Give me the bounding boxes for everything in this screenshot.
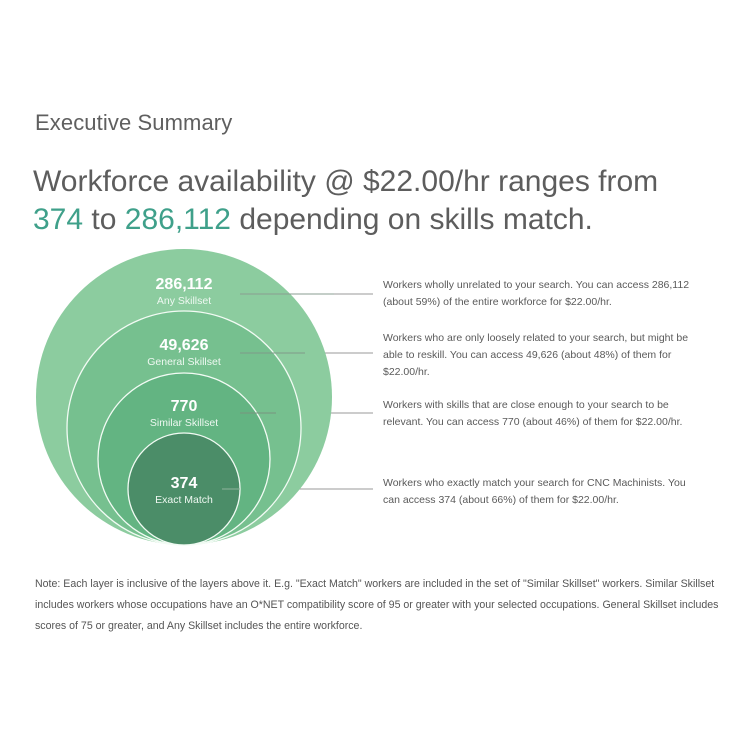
label-similar-skillset: 770 Similar Skillset xyxy=(114,398,254,430)
section-title: Executive Summary xyxy=(35,110,233,135)
headline-high-value: 286,112 xyxy=(124,203,231,236)
headline: Workforce availability @ $22.00/hr range… xyxy=(33,163,733,239)
description-general-skillset: Workers who are only loosely related to … xyxy=(383,332,689,378)
count-similar-skillset: 770 xyxy=(170,398,198,415)
count-general-skillset: 49,626 xyxy=(159,337,209,354)
label-general-skillset: 49,626 General Skillset xyxy=(114,337,254,369)
description-similar-skillset: Workers with skills that are close enoug… xyxy=(383,399,683,428)
headline-low-value: 374 xyxy=(33,203,84,236)
name-exact-match: Exact Match xyxy=(155,494,213,506)
headline-connector: to xyxy=(83,203,125,236)
label-any-skillset: 286,112 Any Skillset xyxy=(114,276,254,308)
name-similar-skillset: Similar Skillset xyxy=(149,417,219,429)
footnote: Note: Each layer is inclusive of the lay… xyxy=(35,578,719,632)
headline-line2-rest: depending on skills match. xyxy=(230,203,593,236)
headline-line1: Workforce availability @ $22.00/hr range… xyxy=(33,165,659,198)
label-exact-match: 374 Exact Match xyxy=(114,475,254,507)
name-any-skillset: Any Skillset xyxy=(156,295,212,307)
count-any-skillset: 286,112 xyxy=(155,276,213,293)
count-exact-match: 374 xyxy=(170,475,198,492)
description-exact-match: Workers who exactly match your search fo… xyxy=(383,477,686,506)
name-general-skillset: General Skillset xyxy=(147,356,221,368)
description-any-skillset: Workers wholly unrelated to your search.… xyxy=(383,279,690,308)
